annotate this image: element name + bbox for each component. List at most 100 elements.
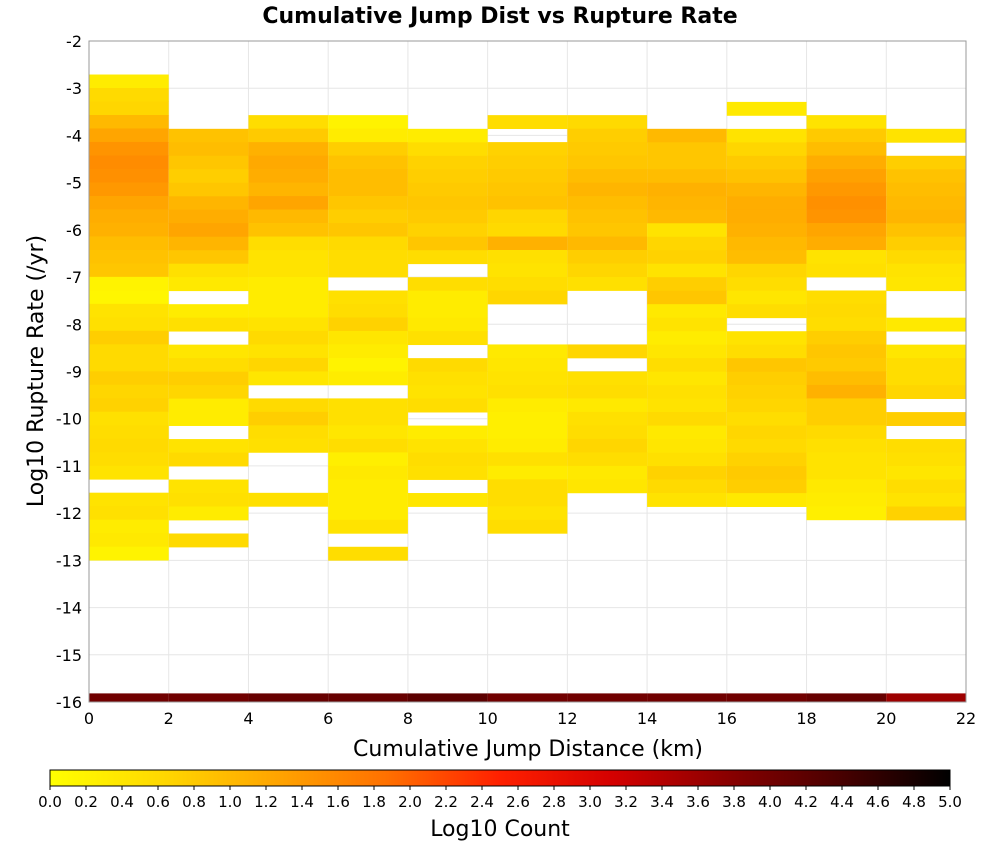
heatmap-cell [726,344,807,359]
heatmap-cell [806,250,887,264]
heatmap-cell [806,384,887,399]
heatmap-cell [328,330,408,345]
x-tick-label: 14 [637,709,657,728]
y-tick-label: -7 [66,268,82,287]
x-axis-label: Cumulative Jump Distance (km) [353,737,703,762]
y-tick-label: -14 [56,599,82,618]
heatmap-cell [647,250,727,265]
colorbar-ticks: 0.0 0.2 0.4 0.6 0.8 1.0 1.2 1.4 1.6 1.8 2.0 2.2 2.4 2… [38,786,962,811]
heatmap-cell [726,358,807,373]
heatmap-cell [806,128,887,143]
chart-title: Cumulative Jump Dist vs Rupture Rate [262,4,737,29]
heatmap-cell [407,277,488,292]
heatmap-cell [487,196,568,210]
heatmap-cell [248,330,329,345]
heatmap-cell [248,196,329,210]
heatmap-cell [248,344,329,359]
heatmap-cell [407,425,488,440]
heatmap-cell [806,115,887,130]
heatmap-cell [89,249,169,264]
heatmap-cell [168,412,249,426]
heatmap-cell [89,290,169,305]
heatmap-cell [407,385,488,400]
heatmap-cell [567,142,648,156]
heatmap-cell [806,452,887,467]
heatmap-cell [89,101,169,116]
heatmap-cell [89,519,169,534]
colorbar-tick-label: 1.8 [362,793,386,811]
heatmap-cell [647,452,727,467]
heatmap-cell [647,277,727,292]
heatmap-cell [248,425,329,440]
colorbar-tick-label: 1.0 [218,793,242,811]
heatmap-cell [407,493,488,507]
heatmap-cell-bottom-strip [168,693,249,702]
heatmap-cell [886,439,966,453]
colorbar-tick-label: 0.0 [38,793,62,811]
heatmap-cell [726,277,807,292]
x-tick-label: 10 [477,709,497,728]
heatmap-cell [567,398,648,413]
heatmap-cell [487,371,568,386]
heatmap-cell [806,357,887,372]
x-axis-ticks: 0 2 4 6 8 10 12 14 16 18 20 22 [84,709,976,728]
heatmap-cell [647,155,727,170]
heatmap-cell [806,155,887,170]
heatmap-cell [328,303,408,318]
heatmap-cell [806,398,887,413]
heatmap-cell [567,128,648,143]
y-axis-ticks: -2 -3 -4 -5 -6 -7 -8 -9 -10 -11 -12 -13 -14 -15 -16 [56,32,82,712]
heatmap-cell [886,506,966,521]
heatmap-cell [328,155,408,170]
heatmap-cell [806,479,887,494]
heatmap-cell [886,155,966,170]
heatmap-cell [328,519,408,534]
colorbar-tick-label: 2.8 [542,793,566,811]
heatmap-cell [886,277,966,292]
heatmap-cell [328,438,408,453]
heatmap-cell [487,452,568,467]
heatmap-cell [567,223,648,237]
heatmap-cell [726,385,807,400]
heatmap-cell [89,533,169,548]
heatmap-cell [806,317,887,332]
heatmap-cell [89,492,169,507]
heatmap-cell [328,411,408,426]
heatmap-cell [726,128,807,143]
heatmap-cell [647,304,727,319]
heatmap-cell [886,250,966,265]
heatmap-cell [168,452,249,467]
heatmap-cell [248,357,329,372]
heatmap-cell [89,209,169,224]
heatmap-cell [726,398,807,413]
heatmap-cell [487,438,568,453]
heatmap-cell [647,398,727,413]
heatmap-cell [89,168,169,183]
heatmap-cell [328,128,408,143]
heatmap-cells [89,74,966,702]
heatmap-cell [328,223,408,237]
heatmap-cell [89,236,169,251]
heatmap-cell [248,155,329,170]
heatmap-cell [886,196,966,211]
heatmap-cell [328,209,408,224]
heatmap-cell [248,209,329,224]
heatmap-cell-bottom-strip [886,693,966,702]
heatmap-cell [328,142,408,156]
heatmap-cell [328,182,408,197]
heatmap-cell [806,263,887,278]
colorbar-tick-label: 4.4 [830,793,854,811]
colorbar-tick-label: 4.6 [866,793,890,811]
heatmap-cell [168,506,249,521]
heatmap-cell [168,236,249,251]
heatmap-cell [407,371,488,386]
colorbar-tick-label: 5.0 [938,793,962,811]
heatmap-cell [567,169,648,183]
heatmap-cell [89,506,169,521]
heatmap-cell [647,439,727,453]
heatmap-cell [407,317,488,332]
heatmap-cell [328,398,408,413]
heatmap-cell [647,263,727,278]
heatmap-cell [647,182,727,197]
